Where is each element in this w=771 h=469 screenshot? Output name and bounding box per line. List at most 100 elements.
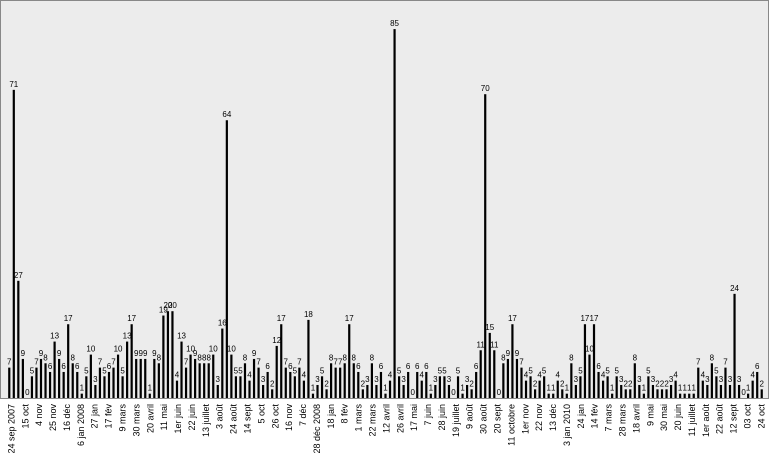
bar <box>642 393 645 398</box>
x-tick-label: 22 juin <box>187 404 197 431</box>
bar <box>665 389 668 398</box>
bar <box>103 376 106 398</box>
data-label: 3 <box>651 375 656 384</box>
data-label: 5 <box>438 366 443 375</box>
x-tick-label: 20 avril <box>145 404 155 433</box>
bar <box>379 371 383 398</box>
x-tick-label: 7 juin <box>423 404 433 426</box>
data-label: 1 <box>746 384 751 393</box>
x-tick-label: 6 jan 2008 <box>76 404 86 446</box>
data-label: 5 <box>442 366 447 375</box>
bar <box>316 384 319 398</box>
x-tick-label: 22 août <box>715 404 725 435</box>
data-label: 2 <box>324 379 329 388</box>
data-label: 3 <box>401 375 406 384</box>
data-label: 7 <box>723 358 728 367</box>
bar <box>679 393 682 398</box>
bar <box>447 384 451 398</box>
x-tick-label: 8 fév <box>340 404 350 424</box>
data-label: 20 <box>168 301 177 310</box>
data-label: 17 <box>580 314 589 323</box>
data-label: 6 <box>61 362 66 371</box>
bar <box>556 380 559 398</box>
bar <box>293 376 296 398</box>
bar <box>357 371 360 398</box>
x-tick-label: 27 jan <box>90 404 100 429</box>
data-label: 3 <box>216 375 221 384</box>
bar <box>393 29 396 398</box>
bar <box>325 389 328 398</box>
bar <box>611 393 614 398</box>
x-tick-label: 9 mai <box>645 404 655 426</box>
data-label: 6 <box>424 362 429 371</box>
data-label: 3 <box>365 375 370 384</box>
bar <box>656 389 659 398</box>
data-label: 5 <box>320 366 325 375</box>
bar <box>398 376 401 398</box>
x-tick-label: 14 sept <box>242 404 252 434</box>
x-tick-label: 16 déc <box>62 404 72 432</box>
data-label: 2 <box>270 379 275 388</box>
data-label: 5 <box>456 366 461 375</box>
data-label: 7 <box>333 358 338 367</box>
data-label: 3 <box>728 375 733 384</box>
bar <box>162 315 165 398</box>
bar <box>520 367 523 398</box>
data-label: 7 <box>297 358 302 367</box>
data-label: 17 <box>64 314 73 323</box>
bar <box>565 393 568 398</box>
bar <box>248 380 251 398</box>
bar <box>266 371 269 398</box>
x-tick-label: 14 fév <box>590 404 600 429</box>
bar <box>511 324 514 398</box>
data-label: 3 <box>433 375 438 384</box>
bar <box>284 367 287 398</box>
data-label: 5 <box>120 366 125 375</box>
data-label: 10 <box>186 345 195 354</box>
x-tick-label: 17 mai <box>409 404 419 431</box>
bar <box>620 384 623 398</box>
bar <box>271 389 274 398</box>
data-label: 1 <box>383 384 388 393</box>
data-label: 8 <box>569 353 574 362</box>
data-label: 5 <box>528 366 533 375</box>
bar <box>216 384 219 398</box>
data-label: 8 <box>710 353 715 362</box>
data-label: 9 <box>39 349 44 358</box>
data-label: 7 <box>519 358 524 367</box>
data-label: 6 <box>379 362 384 371</box>
data-label: 1 <box>551 384 556 393</box>
bar <box>407 371 410 398</box>
data-label: 1 <box>642 384 647 393</box>
bar <box>701 380 704 398</box>
bar <box>203 363 206 398</box>
data-label: 5 <box>646 366 651 375</box>
data-label: 2 <box>361 379 366 388</box>
data-label: 5 <box>84 366 89 375</box>
bar <box>230 354 233 398</box>
bar <box>135 358 138 398</box>
x-tick-label: 22 nov <box>534 404 544 432</box>
bar <box>479 350 482 398</box>
data-label: 3 <box>637 375 642 384</box>
bar <box>130 324 133 398</box>
data-label: 5 <box>30 366 35 375</box>
data-label: 3 <box>447 375 452 384</box>
data-label: 9 <box>193 349 198 358</box>
data-label: 5 <box>542 366 547 375</box>
bar <box>633 363 636 398</box>
x-tick-label: 17 fév <box>104 404 114 429</box>
data-label: 13 <box>123 332 132 341</box>
data-label: 2 <box>660 379 665 388</box>
data-label: 8 <box>206 353 211 362</box>
data-label: 0 <box>497 388 502 397</box>
data-label: 2 <box>533 379 538 388</box>
data-label: 18 <box>304 310 313 319</box>
bar <box>243 363 247 398</box>
bar <box>298 367 301 398</box>
data-label: 1 <box>148 384 153 393</box>
x-tick-label: 7 déc <box>298 404 308 427</box>
data-label: 16 <box>218 319 227 328</box>
